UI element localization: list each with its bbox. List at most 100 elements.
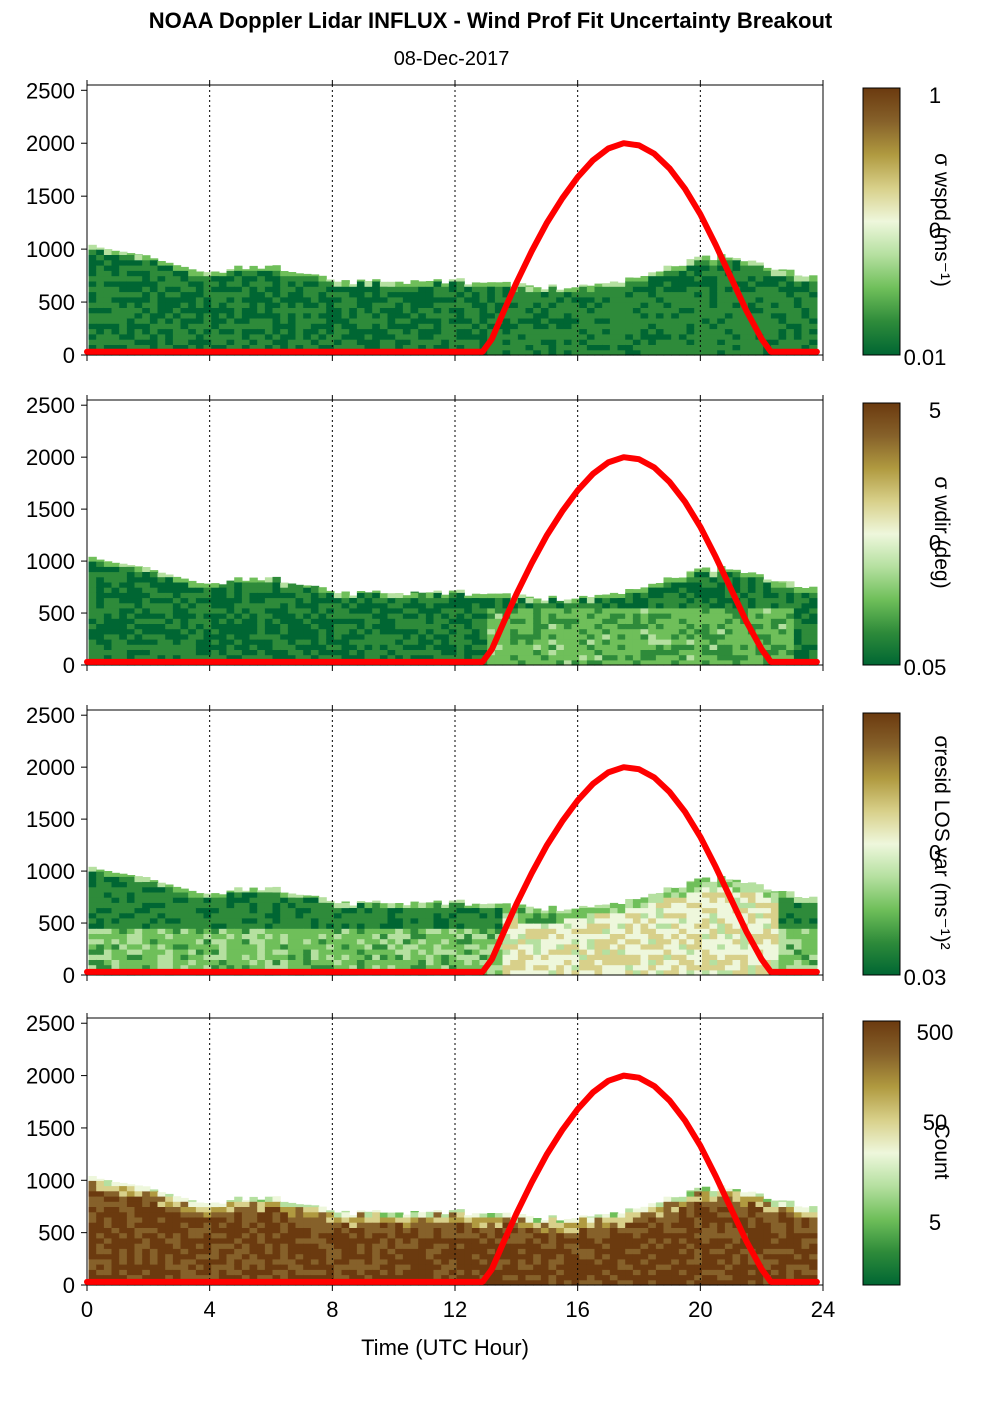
heatmap-cell <box>172 1243 182 1249</box>
heatmap-cell <box>594 349 603 356</box>
heatmap-cell <box>234 654 243 661</box>
heatmap-cell <box>540 623 550 630</box>
heatmap-cell <box>678 949 688 955</box>
heatmap-cell <box>747 907 757 914</box>
heatmap-cell <box>694 317 703 324</box>
heatmap-cell <box>617 623 626 630</box>
heatmap-cell <box>701 897 711 903</box>
heatmap-cell <box>609 286 619 293</box>
heatmap-cell <box>157 1211 166 1218</box>
heatmap-cell <box>778 317 787 324</box>
heatmap-cell <box>111 891 120 898</box>
heatmap-cell <box>203 613 212 619</box>
heatmap-cell <box>303 618 312 624</box>
heatmap-cell <box>487 639 496 645</box>
heatmap-cell <box>172 1264 182 1270</box>
heatmap-cell <box>149 1274 159 1281</box>
heatmap-cell <box>165 270 174 277</box>
heatmap-cell <box>517 639 527 645</box>
heatmap-cell <box>686 649 695 656</box>
heatmap-cell <box>487 307 496 314</box>
heatmap-cell <box>318 928 327 934</box>
colorbar-scale <box>862 402 901 666</box>
heatmap-cell <box>264 639 274 645</box>
heatmap-cell <box>165 639 174 645</box>
heatmap-cell <box>648 897 657 903</box>
heatmap-cell <box>793 897 803 898</box>
heatmap-cell <box>356 649 366 656</box>
heatmap-cell <box>88 964 97 971</box>
heatmap-cell <box>134 1206 143 1213</box>
heatmap-cell <box>226 280 235 287</box>
heatmap-cell <box>717 891 726 898</box>
heatmap-cell <box>88 249 97 255</box>
heatmap-cell <box>134 286 143 293</box>
heatmap-cell <box>180 1197 189 1202</box>
heatmap-cell <box>778 307 787 314</box>
heatmap-cell <box>257 623 266 630</box>
heatmap-cell <box>356 317 366 324</box>
heatmap-cell <box>701 255 711 261</box>
heatmap-cell <box>280 618 289 624</box>
heatmap-cell <box>318 587 327 593</box>
heatmap-cell <box>471 323 481 330</box>
heatmap-cell <box>755 933 764 940</box>
heatmap-cell <box>249 912 258 919</box>
heatmap-cell <box>165 964 174 971</box>
heatmap-cell <box>379 281 389 287</box>
heatmap-cell <box>341 339 350 345</box>
heatmap-cell <box>126 654 136 661</box>
heatmap-cell <box>111 933 120 940</box>
heatmap-cell <box>111 928 120 934</box>
heatmap-cell <box>448 628 458 635</box>
heatmap-cell <box>172 933 182 940</box>
heatmap-cell <box>157 1192 166 1197</box>
heatmap-cell <box>257 312 266 319</box>
heatmap-cell <box>471 344 481 351</box>
heatmap-cell <box>402 623 412 630</box>
heatmap-cell <box>295 949 304 955</box>
heatmap-cell <box>701 302 711 308</box>
heatmap-cell <box>717 938 726 945</box>
heatmap-cell <box>149 275 159 282</box>
heatmap-cell <box>663 912 672 919</box>
heatmap-cell <box>241 613 251 619</box>
heatmap-cell <box>180 954 189 960</box>
heatmap-cell <box>372 628 381 635</box>
heatmap-cell <box>510 933 519 940</box>
heatmap-cell <box>770 602 780 609</box>
heatmap-cell <box>211 907 220 914</box>
heatmap-cell <box>586 602 596 609</box>
heatmap-cell <box>694 302 703 308</box>
heatmap-cell <box>157 286 166 293</box>
heatmap-cell <box>487 593 496 599</box>
heatmap-cell <box>180 587 189 593</box>
heatmap-cell <box>272 654 281 661</box>
heatmap-cell <box>740 602 749 609</box>
heatmap-count <box>88 1176 818 1286</box>
heatmap-cell <box>525 286 534 293</box>
heatmap-cell <box>134 323 143 330</box>
heatmap-cell <box>717 280 726 287</box>
heatmap-cell <box>318 286 327 293</box>
heatmap-cell <box>548 597 557 604</box>
heatmap-cell <box>303 317 312 324</box>
heatmap-cell <box>257 286 266 293</box>
heatmap-cell <box>709 964 718 971</box>
heatmap-cell <box>732 923 741 929</box>
heatmap-cell <box>517 954 527 960</box>
heatmap-cell <box>149 344 159 351</box>
heatmap-cell <box>464 284 473 287</box>
heatmap-cell <box>548 339 557 345</box>
heatmap-cell <box>295 302 304 308</box>
heatmap-cell <box>103 1243 113 1249</box>
heatmap-cell <box>96 291 105 298</box>
heatmap-cell <box>471 307 481 314</box>
heatmap-cell <box>88 275 97 282</box>
heatmap-cell <box>341 333 350 340</box>
heatmap-cell <box>226 339 235 345</box>
heatmap-cell <box>218 607 228 614</box>
heatmap-cell <box>502 593 511 599</box>
heatmap-cell <box>280 933 289 940</box>
heatmap-cell <box>103 566 113 573</box>
